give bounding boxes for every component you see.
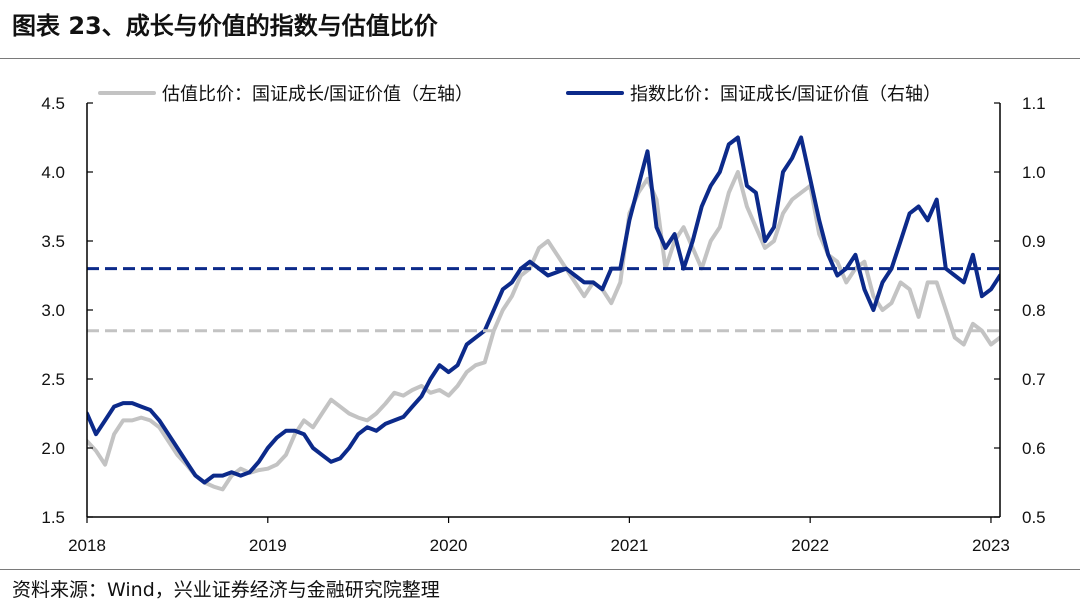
series-layer xyxy=(87,135,1000,492)
legend: 估值比价：国证成长/国证价值（左轴） 指数比价：国证成长/国证价值（右轴） xyxy=(98,84,941,104)
source-divider xyxy=(0,569,1080,570)
y-left-tick-label: 3.5 xyxy=(41,232,65,251)
x-tick-label: 2019 xyxy=(249,536,287,555)
y-left-tick-label: 4.0 xyxy=(41,163,65,182)
x-tick-label: 2020 xyxy=(430,536,468,555)
y-left-tick-label: 3.0 xyxy=(41,301,65,320)
y-left-tick-label: 1.5 xyxy=(41,508,65,527)
series-index-line xyxy=(87,135,1000,485)
title-divider xyxy=(0,58,1080,59)
y-right-tick-label: 1.1 xyxy=(1022,94,1046,113)
chart-title: 图表 23、成长与价值的指数与估值比价 xyxy=(12,12,438,40)
axes-layer xyxy=(86,102,1001,523)
y-right-tick-label: 1.0 xyxy=(1022,163,1046,182)
y-right-tick-label: 0.5 xyxy=(1022,508,1046,527)
series-valuation-line xyxy=(87,170,1000,492)
y-left-tick-label: 2.5 xyxy=(41,370,65,389)
legend-label-index: 指数比价：国证成长/国证价值（右轴） xyxy=(630,84,941,104)
legend-label-valuation: 估值比价：国证成长/国证价值（左轴） xyxy=(162,84,473,104)
y-right-tick-label: 0.8 xyxy=(1022,301,1046,320)
x-tick-label: 2018 xyxy=(68,536,106,555)
x-tick-label: 2023 xyxy=(972,536,1010,555)
y-right-tick-label: 0.6 xyxy=(1022,439,1046,458)
y-left-tick-label: 4.5 xyxy=(41,94,65,113)
y-right-tick-label: 0.7 xyxy=(1022,370,1046,389)
y-left-tick-label: 2.0 xyxy=(41,439,65,458)
x-tick-label: 2021 xyxy=(610,536,648,555)
y-right-tick-label: 0.9 xyxy=(1022,232,1046,251)
tick-labels-layer: 1.5 2.0 2.5 3.0 3.5 4.0 4.5 0.5 0.6 0.7 0.8 0.9 1.0 1… xyxy=(41,94,1045,555)
x-tick-label: 2022 xyxy=(791,536,829,555)
source-note: 资料来源：Wind，兴业证券经济与金融研究院整理 xyxy=(12,579,440,601)
